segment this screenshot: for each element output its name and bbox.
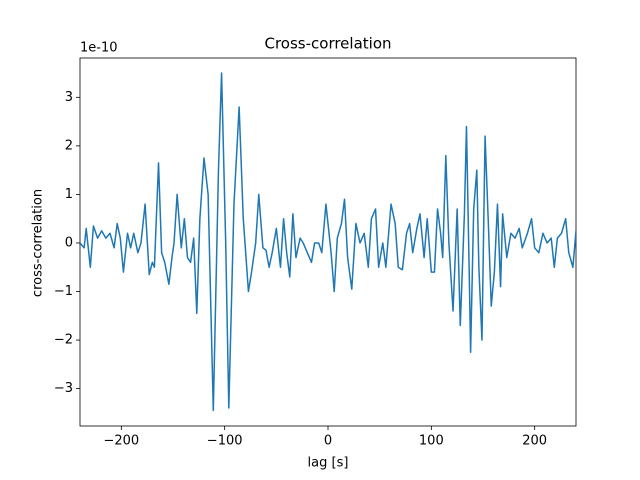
x-tick-label: −200 bbox=[103, 434, 139, 449]
x-tick-label: 200 bbox=[522, 434, 547, 449]
y-tick-label: −3 bbox=[54, 381, 73, 396]
y-tick-label: −2 bbox=[54, 333, 73, 348]
x-axis-label: lag [s] bbox=[308, 456, 349, 471]
data-line bbox=[80, 72, 576, 412]
y-tick-label: 1 bbox=[65, 187, 73, 202]
x-tick-label: −100 bbox=[207, 434, 243, 449]
y-tick-label: 3 bbox=[65, 90, 73, 105]
y-tick-label: 2 bbox=[65, 138, 73, 153]
x-tick-label: 100 bbox=[419, 434, 444, 449]
y-offset-label: 1e-10 bbox=[80, 41, 118, 56]
chart-title: Cross-correlation bbox=[264, 35, 391, 53]
y-tick-label: 0 bbox=[65, 235, 73, 250]
y-tick-label: −1 bbox=[54, 284, 73, 299]
x-tick-label: 0 bbox=[324, 434, 332, 449]
y-axis-label: cross-correlation bbox=[31, 189, 46, 297]
